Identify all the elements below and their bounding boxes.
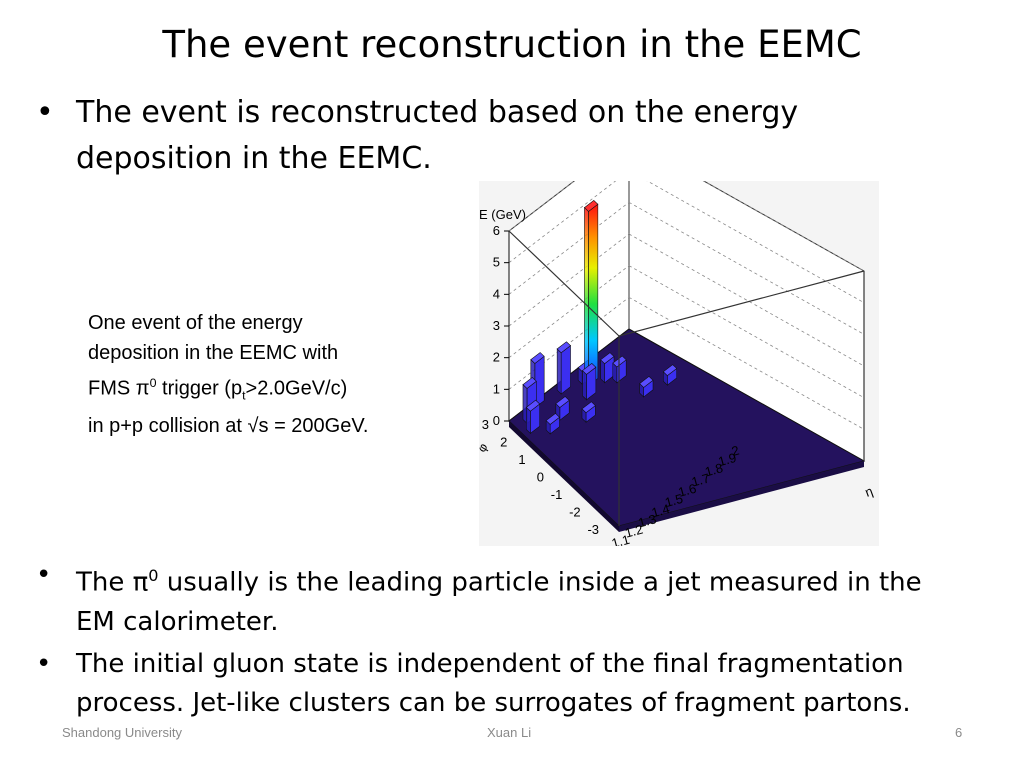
phi-tick-label: 2 (500, 435, 507, 450)
phi-tick-label: -3 (587, 522, 599, 537)
box-edge (508, 230, 620, 337)
grid-line (508, 202, 630, 295)
eta-tick-label: 1.9 (717, 450, 738, 469)
bullet-marker: • (36, 560, 52, 590)
caption-line-4: in p+p collision at √s = 200GeV. (88, 414, 369, 437)
footer-author: Xuan Li (487, 725, 532, 740)
tower-side-face (584, 206, 589, 387)
phi-tick-label: -1 (551, 487, 563, 502)
grid-line (628, 265, 865, 399)
tower-top-face (530, 352, 545, 364)
eta-tick-label: 1.5 (663, 491, 684, 510)
tower-top-face (584, 200, 599, 212)
plot-frame (508, 137, 865, 462)
tower-top-face (545, 413, 560, 425)
tower-top-face (582, 363, 597, 375)
z-tick-label: 2 (493, 350, 500, 365)
z-tick-label: 0 (493, 413, 500, 428)
tower-top-face (662, 364, 678, 377)
bullet-pi0: • The π0 usually is the leading particle… (36, 556, 966, 640)
grid-line (628, 233, 865, 367)
grid-line (508, 297, 630, 390)
tower-side-face (556, 348, 562, 395)
eta-tick-label: 1.6 (677, 481, 698, 500)
eta-tick-label: 1.2 (623, 522, 644, 541)
phi-axis-label: φ (479, 441, 491, 455)
bullet-reconstruction: • The event is reconstructed based on th… (36, 90, 866, 180)
z-tick-label: 4 (493, 286, 500, 301)
eta-tick-label: 1.4 (650, 501, 671, 520)
caption-line-1: One event of the energy (88, 312, 303, 334)
bullet-marker: • (36, 95, 54, 130)
z-tick-label: 3 (493, 318, 500, 333)
grid-line (508, 265, 630, 358)
energy-tower (581, 401, 596, 423)
tower-front-face (588, 203, 599, 387)
energy-tower (584, 200, 599, 387)
grid-line (508, 233, 630, 327)
energy-tower (545, 413, 560, 435)
bullet-marker: • (36, 649, 52, 679)
phi-tick-label: -2 (569, 505, 581, 520)
figure-caption: One event of the energy deposition in th… (88, 308, 468, 441)
phi-tick-label: 1 (518, 452, 525, 467)
bullet-text: The event is reconstructed based on the … (76, 95, 799, 176)
phi-tick-label: 3 (482, 417, 489, 432)
eta-axis-label: η (863, 483, 875, 500)
z-tick-label: 5 (493, 255, 500, 270)
grid-line (628, 296, 865, 430)
z-tick-label: 1 (493, 381, 500, 396)
tower-top-face (581, 401, 596, 414)
footer-page-number: 6 (955, 725, 963, 740)
energy-tower (662, 364, 678, 386)
footer-institution: Shandong University (62, 725, 182, 740)
tower-side-face (582, 369, 587, 401)
slide-title: The event reconstruction in the EEMC (162, 23, 862, 66)
tower-top-face (600, 352, 615, 365)
tower-top-face (525, 399, 541, 412)
bullet-text: The π0 usually is the leading particle i… (76, 566, 922, 637)
eta-tick-label: 1.7 (690, 470, 711, 489)
floor-edge (509, 421, 619, 532)
plot-bars (522, 200, 678, 435)
tower-top-face (556, 341, 571, 354)
tower-top-face (639, 376, 654, 388)
bullet-gluon: • The initial gluon state is independent… (36, 645, 996, 729)
tower-top-face (522, 377, 537, 389)
caption-line-2: deposition in the EEMC with (88, 342, 339, 364)
energy-tower (600, 352, 615, 384)
energy-tower (582, 363, 597, 401)
energy-tower (556, 341, 571, 395)
tower-top-face (555, 396, 570, 408)
box-edge (618, 270, 865, 337)
energy-tower (525, 399, 541, 435)
tower-front-face (560, 345, 571, 395)
z-tick-label: 6 (493, 223, 500, 238)
floor-edge (619, 461, 864, 532)
eta-tick-label: 1.8 (703, 460, 724, 479)
grid-line (508, 170, 630, 263)
bullet-text: The initial gluon state is independent o… (76, 649, 911, 718)
grid-line (628, 201, 865, 335)
eta-tick-label: 2 (730, 443, 741, 459)
phi-tick-label: 0 (537, 470, 544, 485)
energy-tower (639, 376, 654, 398)
caption-line-3: FMS π0 trigger (pt>2.0GeV/c) (88, 376, 348, 403)
z-axis-label: E (GeV) (479, 207, 526, 222)
grid-line (628, 170, 865, 304)
tower-side-face (526, 406, 531, 435)
eta-tick-label: 1.3 (637, 511, 658, 530)
